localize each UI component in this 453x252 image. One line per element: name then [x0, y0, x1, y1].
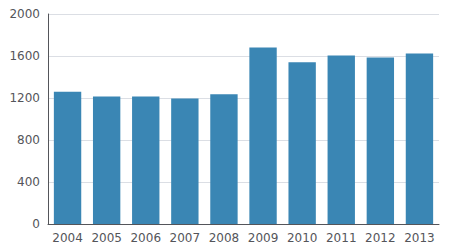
svg-text:2007: 2007 — [170, 231, 201, 245]
svg-text:2000: 2000 — [9, 7, 40, 21]
svg-text:1600: 1600 — [9, 49, 40, 63]
svg-text:2004: 2004 — [52, 231, 83, 245]
svg-text:400: 400 — [17, 175, 40, 189]
svg-text:2012: 2012 — [365, 231, 396, 245]
svg-text:2008: 2008 — [209, 231, 240, 245]
svg-text:2011: 2011 — [326, 231, 357, 245]
svg-text:0: 0 — [32, 217, 40, 231]
svg-text:2013: 2013 — [404, 231, 435, 245]
svg-text:2010: 2010 — [287, 231, 318, 245]
svg-text:2005: 2005 — [91, 231, 122, 245]
svg-text:2009: 2009 — [248, 231, 279, 245]
svg-text:2006: 2006 — [130, 231, 161, 245]
svg-text:800: 800 — [17, 133, 40, 147]
svg-text:1200: 1200 — [9, 91, 40, 105]
